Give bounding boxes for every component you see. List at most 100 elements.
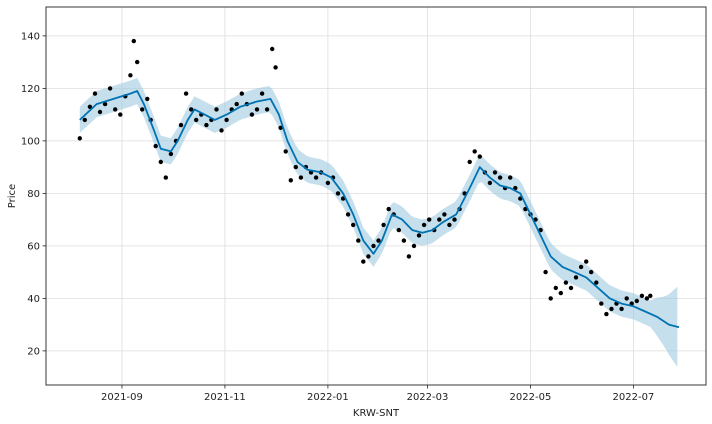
- observed-point: [381, 222, 386, 228]
- observed-point: [270, 46, 275, 52]
- y-tick-label: 20: [27, 346, 40, 357]
- observed-point: [604, 311, 609, 317]
- observed-point: [568, 285, 574, 291]
- observed-point: [135, 59, 140, 65]
- observed-point: [278, 125, 283, 130]
- observed-point: [634, 298, 639, 304]
- observed-point: [416, 233, 422, 238]
- observed-point: [273, 65, 278, 70]
- x-tick-label: 2021-09: [101, 392, 143, 403]
- forecast-line-path: [79, 90, 680, 329]
- observed-point: [366, 254, 371, 259]
- observed-point: [508, 175, 513, 180]
- observed-point: [259, 91, 265, 96]
- observed-point: [163, 175, 168, 180]
- observed-point: [563, 280, 569, 285]
- x-axis-label: KRW-SNT: [353, 408, 400, 419]
- observed-point: [553, 285, 558, 291]
- observed-point: [442, 212, 447, 217]
- observed-point: [158, 159, 163, 165]
- x-tick-label: 2022-01: [307, 392, 349, 403]
- observed-point: [183, 91, 189, 96]
- observed-point: [376, 238, 381, 243]
- observed-point: [361, 259, 366, 264]
- observed-point: [234, 101, 239, 107]
- observed-point: [594, 280, 599, 285]
- observed-point: [472, 149, 477, 154]
- observed-point: [113, 107, 118, 112]
- observed-point: [477, 154, 482, 159]
- observed-point: [386, 206, 391, 212]
- observed-point: [609, 306, 614, 312]
- observed-point: [492, 170, 498, 175]
- y-tick-label: 140: [21, 31, 40, 42]
- observed-point: [249, 112, 255, 117]
- observed-point: [467, 159, 472, 165]
- observed-point: [335, 191, 341, 196]
- observed-point: [145, 96, 150, 102]
- observed-point: [452, 217, 457, 222]
- observed-point: [543, 269, 548, 275]
- uncertainty-band: [79, 77, 678, 367]
- uncertainty-band-area: [79, 77, 678, 367]
- observed-point: [293, 164, 298, 170]
- observed-point: [168, 151, 174, 157]
- observed-point: [298, 175, 304, 180]
- observed-point: [189, 107, 194, 112]
- observed-point: [264, 107, 270, 112]
- observed-point: [82, 117, 88, 123]
- observed-point: [254, 107, 260, 112]
- observed-point: [497, 175, 503, 180]
- observed-point: [371, 243, 376, 249]
- observed-point: [153, 143, 158, 149]
- plot-frame: [45, 6, 707, 386]
- observed-point: [77, 136, 83, 141]
- observed-point: [578, 264, 584, 270]
- observed-point: [345, 212, 351, 217]
- observed-point: [219, 128, 224, 133]
- observed-point: [313, 175, 319, 180]
- chart-grid: [46, 7, 706, 385]
- observed-point: [573, 275, 579, 280]
- observed-point: [629, 301, 634, 306]
- x-tick-label: 2022-05: [510, 392, 552, 403]
- observed-point: [427, 217, 432, 222]
- x-tick-label: 2022-03: [407, 392, 449, 403]
- observed-point: [224, 117, 229, 123]
- observed-point: [619, 306, 624, 312]
- observed-point: [92, 91, 98, 96]
- observed-point: [87, 104, 93, 110]
- observed-point: [194, 117, 199, 123]
- x-tick-label: 2021-11: [204, 392, 246, 403]
- observed-point: [214, 107, 219, 112]
- observed-point: [406, 254, 412, 259]
- observed-point: [447, 222, 452, 228]
- observed-point: [548, 296, 553, 301]
- observed-point: [239, 91, 244, 96]
- observed-point: [589, 269, 594, 275]
- observed-point: [648, 293, 653, 298]
- y-tick-label: 80: [27, 189, 40, 200]
- observed-point: [140, 107, 145, 112]
- observed-point: [558, 290, 563, 296]
- observed-point: [639, 293, 645, 298]
- observed-point: [421, 222, 427, 228]
- observed-point: [644, 296, 650, 301]
- x-tick-label: 2022-07: [613, 392, 655, 403]
- y-axis-label: Price: [7, 184, 18, 208]
- y-tick-label: 60: [27, 241, 40, 252]
- observed-point: [128, 73, 133, 78]
- observed-point: [107, 86, 113, 91]
- observed-point: [599, 301, 604, 306]
- observed-point: [97, 109, 103, 115]
- observed-point: [283, 149, 288, 154]
- observed-point: [325, 180, 331, 186]
- observed-point: [178, 122, 184, 128]
- y-tick-label: 120: [21, 84, 40, 95]
- y-axis-ticks: 20 40 60 80 100 120 140: [21, 31, 46, 357]
- observed-point: [204, 122, 209, 128]
- y-tick-label: 40: [27, 294, 40, 305]
- observed-point: [411, 243, 417, 249]
- observed-point: [584, 259, 589, 264]
